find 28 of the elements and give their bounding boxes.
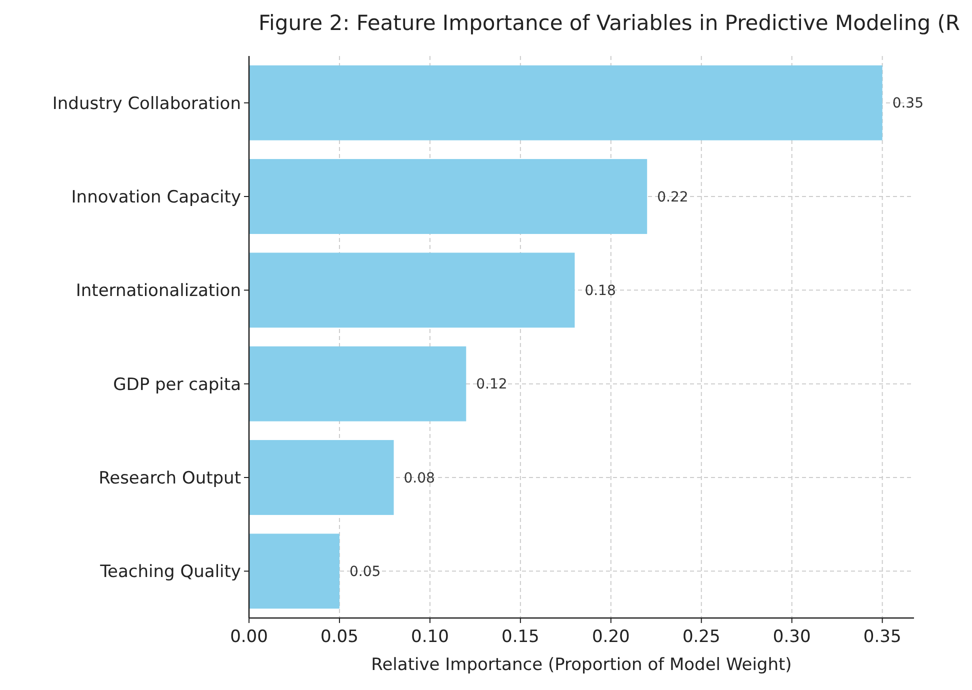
bar [249, 346, 466, 422]
bar [249, 65, 882, 140]
y-tick-label: GDP per capita [113, 374, 241, 395]
data-label: 0.08 [404, 470, 435, 486]
bar [249, 252, 575, 328]
x-tick-label: 0.30 [772, 627, 811, 647]
y-tick-label: Research Output [98, 468, 242, 488]
x-tick-label: 0.20 [592, 627, 630, 647]
x-tick-label: 0.10 [411, 627, 449, 647]
x-tick-label: 0.05 [320, 627, 358, 647]
data-label: 0.18 [584, 283, 616, 300]
chart-title: Figure 2: Feature Importance of Variables in Predictive Modeling (R [258, 11, 960, 35]
x-axis-title: Relative Importance (Proportion of Model Weight) [371, 655, 792, 675]
x-tick-label: 0.35 [863, 627, 902, 647]
y-tick-label: Teaching Quality [99, 562, 241, 582]
y-tick-label: Innovation Capacity [71, 187, 241, 208]
data-label: 0.35 [892, 96, 924, 112]
x-tick-label: 0.25 [682, 627, 720, 647]
bar [249, 534, 340, 609]
data-label: 0.05 [349, 564, 381, 580]
bar [249, 159, 648, 234]
data-label: 0.22 [657, 189, 688, 206]
y-tick-label: Industry Collaboration [52, 94, 241, 114]
bar [249, 440, 394, 515]
x-tick-label: 0.00 [230, 627, 268, 647]
y-tick-label: Internationalization [76, 281, 241, 302]
x-tick-label: 0.15 [502, 627, 540, 647]
data-label: 0.12 [476, 376, 508, 393]
